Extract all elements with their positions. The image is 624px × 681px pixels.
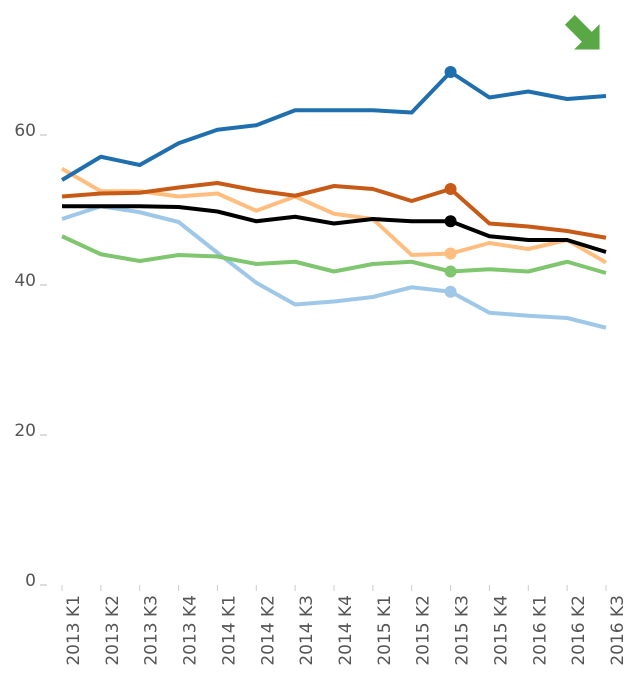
y-tick-label: 40 (14, 271, 36, 291)
x-tick-label: 2013 K4 (181, 595, 201, 666)
highlight-marker (444, 66, 457, 78)
x-tick-label: 2015 K2 (414, 595, 434, 666)
x-tick-label: 2016 K2 (569, 595, 589, 666)
x-tick-label: 2016 K3 (608, 595, 624, 666)
series-line (62, 204, 607, 254)
highlight-marker (444, 265, 457, 278)
x-tick-label: 2013 K1 (64, 595, 84, 666)
x-tick-label: 2014 K4 (336, 595, 356, 666)
highlight-marker (444, 247, 457, 260)
x-tick-label: 2014 K1 (219, 595, 239, 666)
x-tick-label: 2015 K4 (491, 595, 511, 666)
x-tick-label: 2016 K1 (530, 595, 550, 666)
trend-arrow-icon (564, 14, 600, 50)
y-tick-label: 60 (14, 121, 36, 141)
x-tick-label: 2013 K3 (142, 595, 162, 666)
x-tick-label: 2014 K3 (297, 595, 317, 666)
y-tick-label: 0 (25, 571, 36, 591)
x-tick-label: 2014 K2 (258, 595, 278, 666)
highlight-marker (444, 183, 457, 195)
y-tick-label: 20 (14, 421, 36, 441)
x-tick-label: 2015 K1 (375, 595, 395, 666)
x-tick-label: 2013 K2 (103, 595, 123, 666)
series-line (61, 234, 607, 275)
series-line (61, 181, 607, 240)
highlight-marker (444, 285, 457, 298)
series-line (61, 204, 607, 330)
x-tick-label: 2015 K3 (453, 595, 473, 666)
series-line (60, 70, 607, 182)
highlight-marker (444, 215, 457, 228)
series-line (60, 167, 608, 265)
